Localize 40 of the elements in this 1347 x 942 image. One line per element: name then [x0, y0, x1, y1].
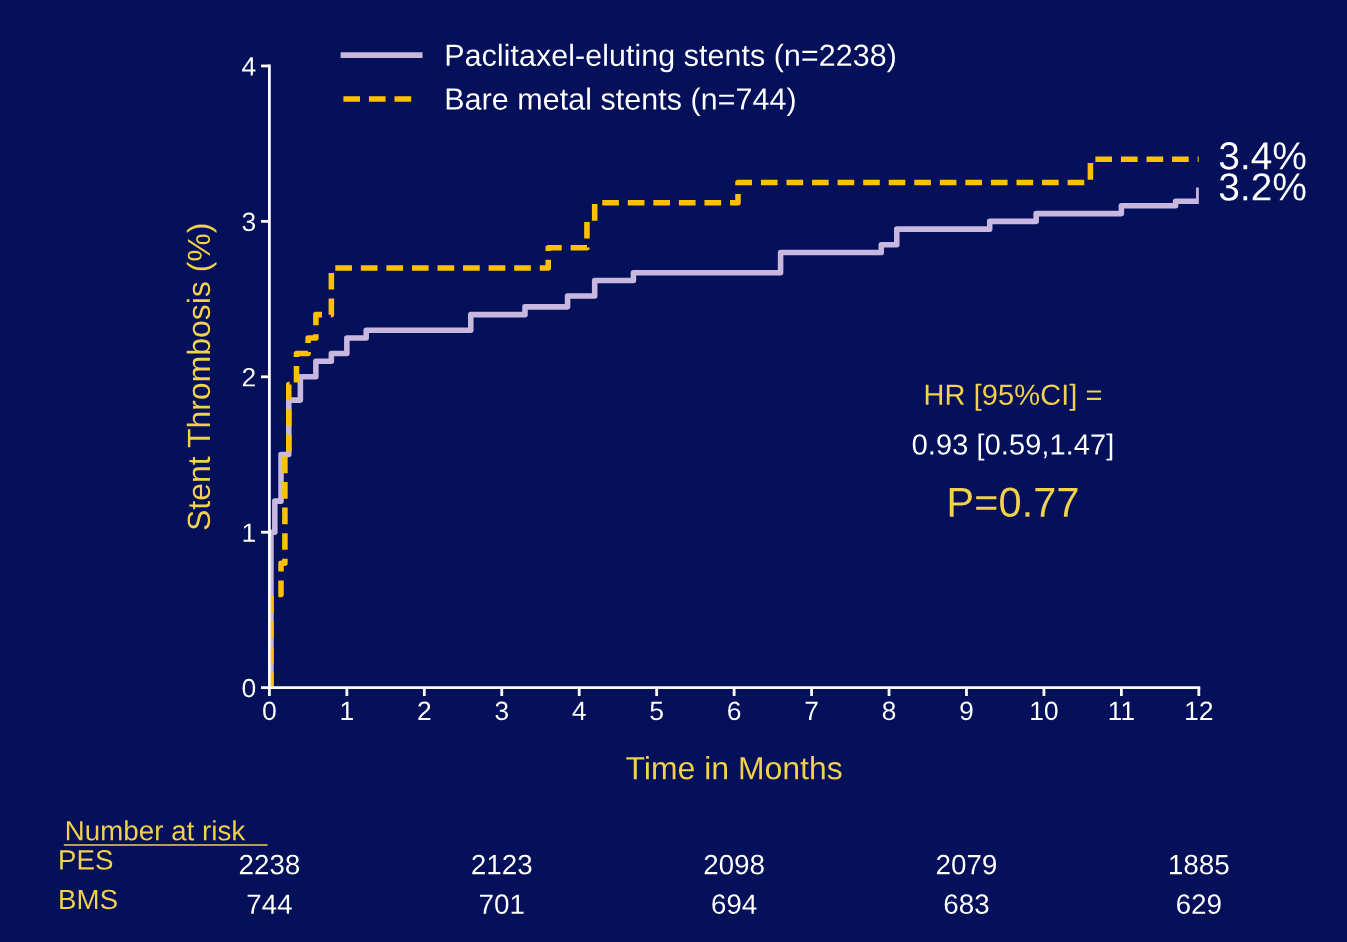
x-tick-label: 7	[805, 701, 818, 720]
annotation: 0.93 [0.59,1.47]	[912, 433, 1113, 461]
text: PES	[60, 850, 113, 870]
legend-label: Paclitaxel-eluting stents (n=2238)	[446, 43, 895, 73]
x-tick-label: 4	[572, 701, 586, 720]
text: 2238	[239, 854, 300, 875]
x-tick-label: 0	[263, 701, 276, 721]
x-tick-label: 1	[341, 701, 353, 720]
legend-label: Bare metal stents (n=744)	[446, 87, 795, 116]
text: 2079	[936, 854, 997, 875]
y-tick-label: 2	[242, 367, 255, 387]
y-tick-label: 3	[242, 212, 256, 232]
x-axis-title: Time in Months	[626, 756, 842, 780]
text: BMS	[60, 889, 117, 910]
text: 701	[480, 894, 524, 915]
annotation: 3.2%	[1219, 173, 1306, 201]
x-tick-label: 10	[1031, 701, 1058, 721]
text: Number at risk	[66, 820, 246, 841]
x-tick-label: 2	[418, 701, 431, 720]
text: 1885	[1170, 854, 1229, 875]
annotation: HR [95%CI] =	[925, 383, 1102, 411]
text: 694	[712, 894, 757, 915]
y-tick-label: 0	[242, 678, 256, 698]
x-tick-label: 5	[650, 701, 663, 721]
text: 744	[247, 894, 292, 914]
text: 683	[944, 894, 989, 915]
x-tick-label: 3	[495, 701, 508, 721]
x-tick-label: 8	[882, 701, 896, 721]
text: 629	[1177, 894, 1221, 915]
annotation: 3.4%	[1219, 142, 1306, 170]
x-tick-label: 6	[728, 701, 741, 721]
text: 2123	[472, 854, 532, 875]
y-tick-label: 4	[242, 57, 256, 76]
x-tick-label: 12	[1186, 701, 1213, 720]
y-tick-label: 1	[243, 523, 255, 542]
annotation: P=0.77	[949, 487, 1078, 518]
x-tick-label: 9	[960, 701, 973, 721]
x-tick-label: 11	[1109, 701, 1134, 720]
text: 2098	[704, 854, 764, 875]
y-axis-title: Stent Thrombosis (%)	[186, 224, 217, 530]
